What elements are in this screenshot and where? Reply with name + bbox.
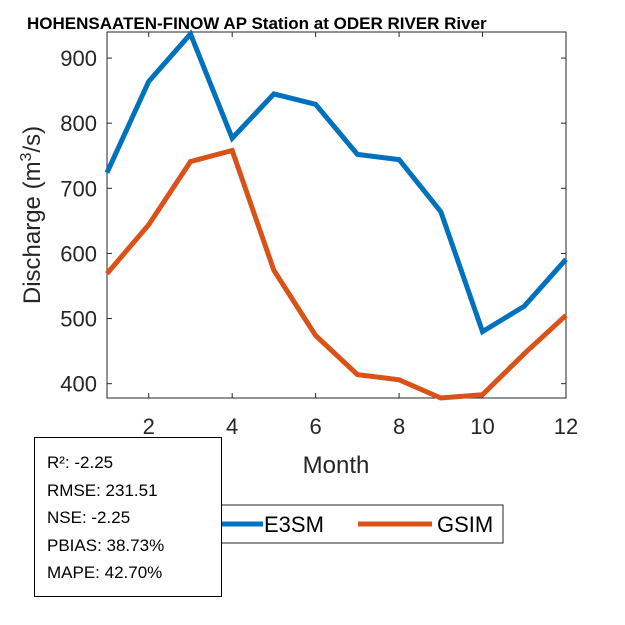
y-tick-label-800: 800 [60,111,97,136]
legend-label-e3sm: E3SM [264,512,324,537]
plot-area [106,31,567,399]
y-tick-label-400: 400 [60,372,97,397]
stat-pbias: PBIAS: 38.73% [47,535,165,555]
x-axis-label: Month [303,452,370,479]
y-tick-label-700: 700 [60,176,97,201]
x-tick-label-4: 4 [226,414,238,439]
x-axis: 2 4 6 8 10 12 [143,32,578,439]
x-tick-label-6: 6 [310,414,322,439]
y-axis-label: Discharge (m3/s) [18,126,46,304]
series-lines [104,29,568,401]
chart-title: HOHENSAATEN-FINOW AP Station at ODER RIV… [27,14,487,33]
legend-label-gsim: GSIM [437,512,493,537]
stat-r2: R²: -2.25 [47,453,114,472]
y-tick-label-500: 500 [60,307,97,332]
x-tick-label-12: 12 [554,414,578,439]
stat-rmse: RMSE: 231.51 [47,480,158,500]
stats-box: R²: -2.25 RMSE: 231.51 NSE: -2.25 PBIAS:… [34,437,222,597]
series-line-gsim [105,147,568,401]
y-axis: 400 500 600 700 800 900 [60,46,566,397]
y-axis-label-suffix: /s) [19,126,46,153]
x-tick-label-2: 2 [143,414,155,439]
y-axis-label-sup: 3 [18,152,35,161]
y-tick-label-900: 900 [60,46,97,71]
series-line-e3sm [104,29,568,336]
x-tick-label-10: 10 [470,414,494,439]
y-axis-label-prefix: Discharge (m [19,161,46,304]
y-tick-label-600: 600 [60,241,97,266]
legend: E3SM GSIM [215,504,504,544]
x-tick-label-8: 8 [393,414,405,439]
stat-mape: MAPE: 42.70% [47,563,163,582]
stat-nse: NSE: -2.25 [47,508,131,527]
